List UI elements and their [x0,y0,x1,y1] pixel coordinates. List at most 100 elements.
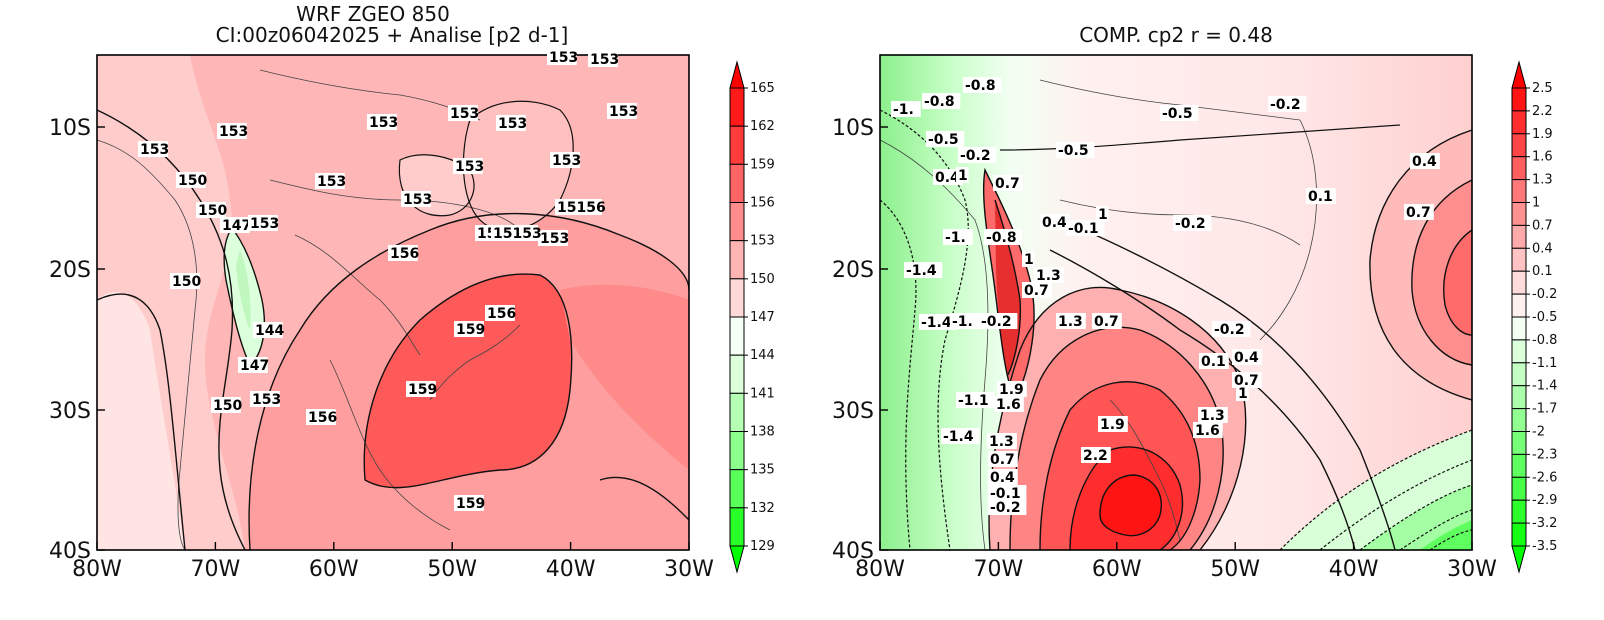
contour-label-bg [1056,142,1095,158]
contour-label: 150 [172,274,201,290]
contour-label-bg [926,131,965,147]
contour-label: 153 [140,142,169,158]
colorbar-label: -0.2 [1532,287,1557,302]
colorbar-label: 129 [750,539,775,554]
contour-label-bg [994,396,1024,412]
x-tick-label: 30W [1447,557,1497,582]
contour-label-bg [1232,372,1262,388]
colorbar-label: 141 [750,386,775,401]
colorbar-segment [1511,339,1527,364]
contour-label: 153 [369,115,398,131]
contour-label-bg [1199,353,1229,369]
contour-label: -0.5 [1162,106,1193,122]
contour-label-bg [1056,313,1086,329]
contour-label-bg [941,428,980,444]
contour-label-bg [550,152,580,168]
contour-label-bg [943,229,973,245]
left-map-frame [96,54,690,551]
contour-label: -1.1 [958,393,989,409]
contour-label-bg [1160,105,1199,121]
left-title-line1: WRF ZGEO 850 [296,2,450,26]
contour-label: 150 [198,203,227,219]
contour-label: 1 [1024,252,1034,268]
contour-label: 144 [255,323,284,339]
contour-label: -0.2 [990,500,1021,516]
contour-label-bg [956,392,995,408]
contour-label: 147 [222,218,251,234]
contour-label: 0.4 [935,170,960,186]
contour-label: 0.7 [1024,283,1049,299]
contour-label: 153 [450,106,479,122]
contour-label-bg [538,230,568,246]
contour-label: 15153 [493,226,542,242]
colorbar-label: 0.7 [1532,218,1553,233]
colorbar-segment [729,431,745,471]
contour-label-bg [138,141,168,157]
right-colorbar: 2.5 2.2 1.9 1.6 1.3 1 0.7 0.4 0.1 -0.2 -0.5 -0.8 -1.… [1511,60,1557,574]
contour-label-bg [448,105,478,121]
colorbar-segment [1511,385,1527,410]
colorbar-label: 153 [750,234,775,249]
contour-label: -1.4 [943,429,974,445]
contour-label: -1.4 [921,315,952,331]
contour-label: -0.2 [1214,322,1245,338]
contour-label-bg [454,321,484,337]
contour-label: -1. [945,230,966,246]
x-tick-label: 30W [664,557,714,582]
contour-label-bg [987,433,1017,449]
contour-label-bg [950,313,980,329]
contour-label: 147 [240,358,269,374]
y-tick-label: 40S [49,539,91,564]
contour-label: -0.5 [928,132,959,148]
contour-label-bg [1404,204,1434,220]
colorbar-segment [729,240,745,280]
right-map-field [880,55,1472,550]
contour-label-bg [1022,251,1035,267]
left-x-axis: 80W 70W 60W 50W 40W 30W [72,542,714,582]
contour-label: 0.1 [1201,354,1226,370]
colorbar-segment [1511,110,1527,135]
contour-label-bg [1212,321,1251,337]
contour-label: 153 [317,174,346,190]
contour-label-bg [238,357,268,373]
colorbar-label: 147 [750,310,775,325]
colorbar-segment [1511,224,1527,249]
contour-label: 2.2 [1083,448,1108,464]
contour-label: -0.2 [960,148,991,164]
colorbar-label: 1.9 [1532,127,1553,142]
contour-label-bg [211,397,241,413]
colorbar-label: -1.7 [1532,402,1557,417]
colorbar-label: 2.5 [1532,81,1553,96]
contour-label: 150 [178,173,207,189]
contour-label-bg [607,103,637,119]
contour-label: -0.2 [1175,216,1206,232]
contour-label-bg [984,229,1023,245]
colorbar-segment [1511,87,1527,112]
colorbar-segment [729,125,745,165]
colorbar-segment [729,87,745,127]
left-title-line2: CI:00z06042025 + Analise [p2 d-1] [216,23,569,47]
contour-label: 156 [308,410,337,426]
contour-label-bg [588,51,618,67]
contour-label: 153 [609,104,638,120]
colorbar-segment [729,163,745,203]
contour-label-bg [491,225,538,241]
contour-label: 1.9 [999,382,1024,398]
contour-label: 0.7 [990,452,1015,468]
contour-label-bg [1022,282,1052,298]
colorbar-label: 1.3 [1532,173,1553,188]
x-tick-label: 80W [72,557,122,582]
contour-label-bg [891,101,921,117]
contour-label-bg [306,409,336,425]
colorbar-segment [729,316,745,356]
colorbar-segment [1511,431,1527,455]
colorbar-segment [729,202,745,242]
colorbar-label: -1.4 [1532,379,1557,394]
contour-label: 153 [549,50,578,66]
contour-label-bg [1092,313,1122,329]
contour-label-bg [1066,220,1105,236]
contour-label-bg [170,273,200,289]
colorbar-bottom-triangle [729,545,745,574]
colorbar-label: 132 [750,501,775,516]
